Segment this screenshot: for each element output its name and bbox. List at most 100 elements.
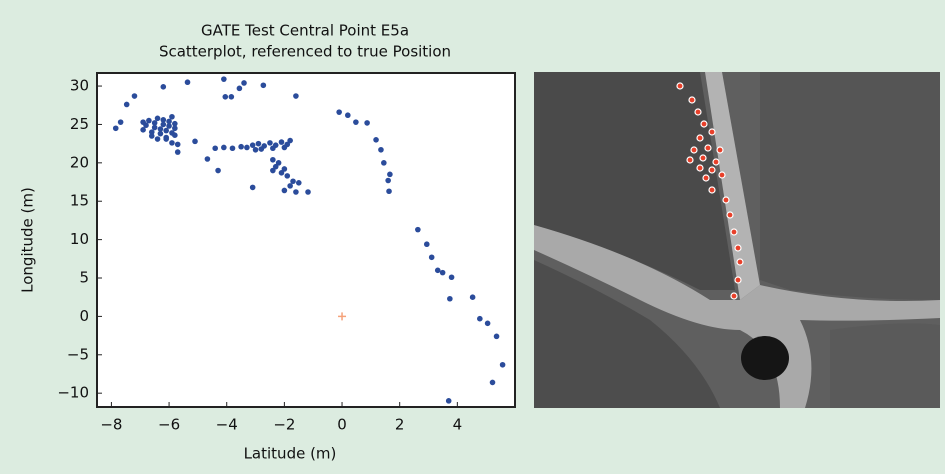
scatter-point — [423, 241, 430, 248]
scatter-point — [123, 101, 130, 108]
y-tick-label: 0 — [79, 307, 89, 325]
scatter-point — [172, 120, 178, 127]
scatter-point — [112, 125, 119, 132]
chart-subtitle: Scatterplot, referenced to true Position — [159, 43, 451, 61]
scatter-point — [222, 94, 229, 100]
scatter-point — [281, 166, 288, 172]
scatter-point — [278, 139, 285, 145]
scatter-point — [169, 113, 175, 120]
scatter-point — [154, 136, 161, 142]
scatter-point — [148, 129, 155, 135]
scatter-point — [146, 117, 152, 124]
scatter-point — [484, 320, 491, 327]
scatter-point — [192, 138, 198, 145]
x-tick-label: 0 — [337, 416, 347, 434]
x-axis-label: Latitude (m) — [244, 445, 337, 463]
scatter-point — [469, 294, 476, 301]
scatter-point — [428, 254, 435, 261]
x-tick-label: 4 — [453, 416, 463, 434]
chart-title: GATE Test Central Point E5a — [201, 22, 409, 40]
y-tick-label: −10 — [57, 384, 89, 402]
scatter-point — [386, 188, 392, 195]
scatter-point — [154, 115, 161, 122]
scatter-point — [336, 109, 342, 115]
scatter-point — [160, 121, 167, 128]
scatter-point — [284, 173, 291, 179]
scatter-point — [157, 130, 164, 137]
scatter-point — [290, 178, 296, 185]
scatter-point — [270, 167, 276, 174]
scatter-point — [275, 160, 282, 166]
y-axis-label: Longitude (m) — [19, 187, 37, 293]
plot-area — [96, 72, 516, 408]
scatter-point — [447, 295, 453, 302]
scatter-point — [140, 127, 146, 133]
scatter-point — [445, 398, 452, 404]
scatter-point — [172, 132, 178, 138]
scatter-point — [270, 156, 276, 163]
scatter-point — [434, 267, 441, 274]
scatter-point — [281, 144, 288, 151]
scatter-point — [151, 120, 158, 126]
scatter-point — [448, 274, 455, 281]
scatter-point — [281, 187, 288, 194]
y-tick-label: 20 — [70, 153, 89, 171]
y-tick-label: −5 — [67, 345, 89, 363]
scatter-point — [385, 177, 391, 184]
scatter-point — [140, 119, 146, 125]
scatter-point — [221, 76, 227, 82]
scatter-point — [160, 117, 167, 123]
scatter-point — [228, 94, 235, 100]
scatter-point — [278, 170, 285, 176]
scatter-point — [212, 145, 218, 152]
scatter-point — [364, 120, 370, 126]
scatter-point — [184, 79, 191, 86]
x-tick-label: −4 — [216, 416, 238, 434]
scatter-point — [373, 137, 379, 143]
scatter-point — [174, 141, 181, 148]
scatter-point — [381, 160, 387, 166]
scatter-point — [415, 226, 421, 233]
scatter-point — [221, 144, 227, 151]
scatter-point — [353, 119, 359, 125]
scatter-point — [345, 112, 351, 119]
x-tick-label: 2 — [395, 416, 405, 434]
scatter-point — [163, 136, 169, 142]
scatter-point — [151, 124, 158, 131]
scatter-point — [229, 145, 236, 152]
scatter-point — [169, 140, 175, 146]
x-tick-label: −2 — [273, 416, 295, 434]
aerial-photo — [534, 72, 940, 408]
scatter-point — [387, 171, 393, 178]
scatter-point — [272, 163, 279, 170]
scatter-point — [489, 379, 496, 386]
scatter-point — [172, 125, 178, 132]
scatter-point — [267, 140, 273, 146]
scatter-point — [293, 189, 299, 195]
scatter-point — [477, 315, 483, 322]
scatter-point — [166, 118, 172, 125]
scatter-point — [287, 137, 293, 144]
scatter-point — [295, 179, 302, 186]
reference-point — [338, 312, 347, 321]
scatter-point — [255, 140, 262, 147]
scatter-point — [270, 145, 276, 152]
scatter-point — [163, 127, 169, 134]
scatter-point — [244, 144, 250, 151]
scatter-point — [499, 361, 506, 368]
scatter-point — [258, 146, 265, 152]
scatter-point — [493, 333, 500, 340]
scatter-point — [241, 80, 247, 86]
scatter-point — [174, 149, 181, 155]
x-tick-label: −8 — [100, 416, 122, 434]
scatter-point — [293, 93, 299, 99]
scatter-point — [260, 82, 267, 89]
y-tick-label: 25 — [70, 115, 89, 133]
scatter-point — [378, 146, 384, 153]
scatter-point — [236, 85, 243, 92]
scatter-point — [157, 126, 164, 132]
x-tick-label: −6 — [158, 416, 180, 434]
scatter-point — [439, 269, 446, 276]
scatter-point — [252, 146, 259, 153]
